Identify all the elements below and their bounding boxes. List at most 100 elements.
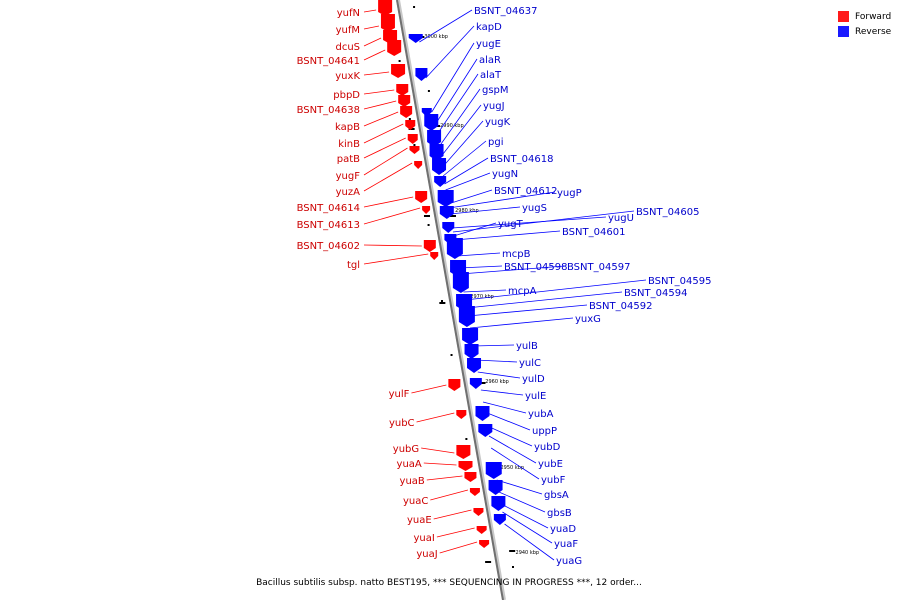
scale-label: 2980 kbp bbox=[455, 208, 479, 214]
reverse-gene-label: yuaG bbox=[556, 556, 582, 567]
scale-label: 3000 kbp bbox=[424, 34, 448, 40]
reverse-connector bbox=[452, 216, 607, 229]
reverse-gene-label: yugU bbox=[608, 213, 634, 224]
forward-connector bbox=[363, 37, 382, 47]
forward-gene-label: yuzA bbox=[336, 187, 361, 198]
forward-gene-shape bbox=[458, 461, 473, 471]
reverse-connector bbox=[454, 230, 561, 241]
forward-gene-shape bbox=[398, 95, 411, 107]
reverse-gene-shape bbox=[421, 108, 432, 117]
reverse-gene-shape bbox=[429, 144, 444, 161]
reverse-connector bbox=[480, 389, 524, 396]
reverse-gene-label: pgi bbox=[488, 137, 503, 148]
reverse-gene-label: yubD bbox=[534, 442, 561, 453]
forward-connector bbox=[363, 9, 377, 13]
scale-tick bbox=[485, 561, 492, 563]
scale-tick bbox=[408, 128, 415, 130]
reverse-gene-label: mcpB bbox=[502, 249, 531, 260]
scale-label: 2950 kbp bbox=[501, 465, 525, 471]
forward-gene-shape bbox=[396, 84, 409, 96]
caption: Bacillus subtilis subsp. natto BEST195, … bbox=[0, 578, 900, 588]
reverse-swatch bbox=[838, 26, 849, 37]
forward-gene-shape bbox=[380, 14, 395, 32]
reverse-gene-label: BSNT_04597 bbox=[567, 262, 630, 273]
reverse-connector bbox=[460, 265, 566, 275]
reverse-gene-label: BSNT_04605 bbox=[636, 207, 699, 218]
reverse-gene-label: yugT bbox=[498, 219, 524, 230]
reverse-connector bbox=[482, 401, 527, 414]
reverse-gene-shape bbox=[446, 238, 463, 259]
scale-tick bbox=[439, 302, 446, 304]
reverse-gene-shape bbox=[464, 344, 479, 359]
forward-gene-label: yufM bbox=[336, 25, 360, 36]
reverse-gene-label: yubA bbox=[528, 409, 554, 420]
forward-connector bbox=[363, 111, 399, 127]
scale-tick bbox=[479, 382, 486, 384]
reverse-connector bbox=[475, 359, 518, 363]
reverse-connector bbox=[449, 206, 521, 215]
reverse-connector bbox=[437, 88, 481, 149]
legend-forward: Forward bbox=[838, 9, 891, 24]
minor-tick bbox=[413, 6, 416, 8]
forward-gene-shape bbox=[378, 0, 393, 16]
forward-gene-label: yubC bbox=[389, 418, 415, 429]
forward-gene-label: yulF bbox=[389, 389, 410, 400]
forward-gene-label: yuaJ bbox=[416, 549, 437, 560]
minor-tick bbox=[441, 300, 443, 302]
forward-connector bbox=[436, 527, 475, 538]
forward-gene-label: BSNT_04638 bbox=[297, 105, 360, 116]
reverse-gene-label: yuaD bbox=[550, 524, 576, 535]
reverse-gene-shape bbox=[493, 514, 506, 525]
minor-tick bbox=[427, 90, 430, 92]
scale-tick bbox=[423, 215, 430, 217]
forward-gene-label: kapB bbox=[335, 122, 360, 133]
reverse-gene-label: yuxG bbox=[575, 314, 601, 325]
forward-gene-shape bbox=[456, 445, 471, 459]
reverse-connector bbox=[439, 104, 482, 159]
legend-forward-label: Forward bbox=[855, 11, 892, 22]
forward-gene-label: yuaC bbox=[403, 496, 428, 507]
reverse-connector bbox=[504, 523, 555, 561]
reverse-gene-label: uppP bbox=[532, 426, 557, 437]
reverse-gene-label: yugE bbox=[476, 39, 501, 50]
forward-connector bbox=[363, 25, 380, 30]
forward-connector bbox=[433, 509, 472, 520]
reverse-gene-label: BSNT_04637 bbox=[474, 6, 537, 17]
reverse-connector bbox=[452, 210, 635, 233]
forward-gene-shape bbox=[448, 379, 461, 391]
reverse-gene-label: gbsB bbox=[547, 508, 572, 519]
forward-connector bbox=[363, 71, 390, 76]
scale-label: 2960 kbp bbox=[485, 379, 509, 385]
legend-reverse-label: Reverse bbox=[855, 26, 892, 37]
reverse-gene-label: yulB bbox=[516, 341, 538, 352]
reverse-gene-label: BSNT_04601 bbox=[562, 227, 625, 238]
minor-tick bbox=[511, 566, 514, 568]
forward-gene-label: dcuS bbox=[335, 42, 360, 53]
scale-tick bbox=[449, 215, 456, 217]
reverse-gene-label: BSNT_04618 bbox=[490, 154, 553, 165]
reverse-gene-shape bbox=[439, 206, 454, 219]
minor-tick bbox=[408, 118, 411, 120]
legend-reverse: Reverse bbox=[838, 24, 891, 39]
forward-gene-label: BSNT_04641 bbox=[297, 56, 360, 67]
forward-connector bbox=[363, 123, 404, 144]
reverse-connector bbox=[490, 447, 540, 480]
reverse-connector bbox=[445, 172, 491, 191]
forward-connector bbox=[363, 137, 406, 159]
reverse-connector bbox=[477, 371, 521, 379]
scale-label: 2970 kbp bbox=[470, 294, 494, 300]
reverse-gene-label: yugJ bbox=[483, 101, 505, 112]
reverse-gene-shape bbox=[485, 462, 502, 479]
forward-gene-shape bbox=[415, 191, 428, 203]
forward-gene-shape bbox=[456, 410, 467, 419]
reverse-connector bbox=[441, 120, 484, 169]
reverse-gene-shape bbox=[462, 328, 479, 345]
reverse-connector bbox=[496, 479, 543, 495]
caption-text: Bacillus subtilis subsp. natto BEST195, … bbox=[256, 578, 642, 588]
minor-tick bbox=[398, 60, 401, 62]
forward-gene-shape bbox=[387, 40, 402, 56]
forward-gene-shape bbox=[414, 161, 423, 169]
forward-gene-shape bbox=[479, 540, 490, 548]
reverse-gene-label: yubE bbox=[538, 459, 563, 470]
reverse-connector bbox=[500, 503, 549, 529]
